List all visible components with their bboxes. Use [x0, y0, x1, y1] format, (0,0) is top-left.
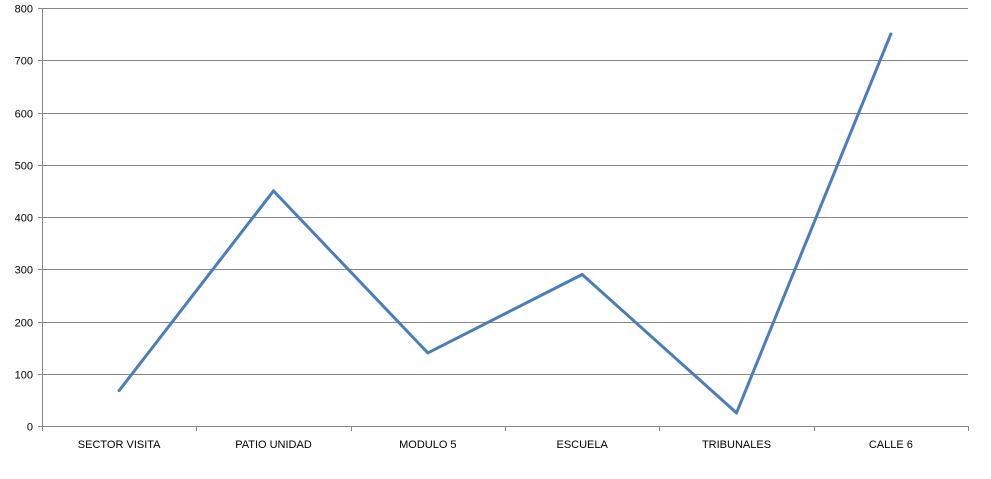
- data-point: [735, 411, 738, 415]
- y-tick-label: 100: [15, 370, 33, 382]
- x-tick-label: CALLE 6: [869, 439, 913, 451]
- series-line: [117, 32, 893, 415]
- data-point: [272, 189, 275, 193]
- gridlines: [42, 8, 968, 375]
- y-tick-label: 400: [15, 213, 33, 225]
- y-tick-label: 600: [15, 109, 33, 121]
- axes: [38, 8, 969, 431]
- y-tick-label: 0: [27, 422, 33, 434]
- y-tick-label: 800: [15, 4, 33, 16]
- data-point: [889, 32, 893, 36]
- x-tick-label: MODULO 5: [399, 439, 456, 451]
- y-axis-tick-labels: 0 100 200 300 400 500 600 700 800: [15, 4, 33, 434]
- y-tick-label: 200: [15, 318, 33, 330]
- x-tick-label: ESCUELA: [556, 439, 608, 451]
- y-tick-label: 500: [15, 161, 33, 173]
- data-point: [426, 351, 430, 355]
- x-tick-label: TRIBUNALES: [702, 439, 771, 451]
- data-point: [580, 272, 584, 276]
- y-tick-label: 700: [15, 56, 33, 68]
- y-tick-label: 300: [15, 265, 33, 277]
- series: [117, 32, 893, 415]
- data-point: [117, 388, 121, 392]
- x-axis-tick-labels: SECTOR VISITA PATIO UNIDAD MODULO 5 ESCUELA…: [78, 439, 913, 451]
- x-tick-label: SECTOR VISITA: [78, 439, 161, 451]
- x-tick-label: PATIO UNIDAD: [235, 439, 312, 451]
